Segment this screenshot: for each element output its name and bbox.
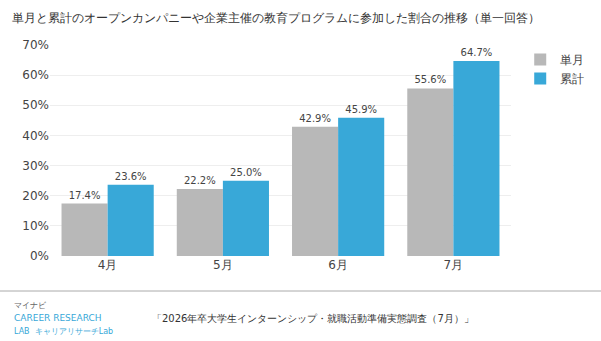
svg-text:25.0%: 25.0% [230, 167, 262, 178]
svg-text:70%: 70% [22, 38, 49, 52]
svg-text:42.9%: 42.9% [299, 113, 331, 124]
svg-text:30%: 30% [22, 159, 49, 173]
svg-text:22.2%: 22.2% [184, 175, 216, 186]
svg-text:単月と累計のオープンカンパニーや企業主催の教育プログラムに参: 単月と累計のオープンカンパニーや企業主催の教育プログラムに参加した割合の推移（単… [12, 11, 540, 25]
svg-text:20%: 20% [22, 189, 49, 203]
svg-text:「2026年卒大学生インターンシップ・就職活動準備実態調査（: 「2026年卒大学生インターンシップ・就職活動準備実態調査（7月）」 [152, 313, 474, 324]
svg-text:6月: 6月 [328, 258, 348, 272]
svg-text:5月: 5月 [213, 258, 233, 272]
svg-text:CAREER RESEARCH: CAREER RESEARCH [14, 313, 102, 323]
svg-text:60%: 60% [22, 68, 49, 82]
svg-text:4月: 4月 [98, 258, 118, 272]
svg-text:64.7%: 64.7% [461, 47, 493, 58]
svg-text:17.4%: 17.4% [69, 190, 101, 201]
svg-text:LAB キャリアリサーチLab: LAB キャリアリサーチLab [14, 327, 113, 336]
svg-text:マイナビ: マイナビ [14, 301, 47, 310]
svg-text:10%: 10% [22, 219, 49, 233]
svg-text:50%: 50% [22, 98, 49, 112]
svg-text:23.6%: 23.6% [115, 171, 147, 182]
svg-text:0%: 0% [30, 249, 49, 263]
svg-text:40%: 40% [22, 129, 49, 143]
svg-text:45.9%: 45.9% [345, 104, 377, 115]
svg-text:累計: 累計 [560, 72, 584, 86]
svg-text:単月: 単月 [560, 53, 584, 67]
svg-text:7月: 7月 [444, 258, 464, 272]
svg-text:55.6%: 55.6% [414, 74, 446, 85]
